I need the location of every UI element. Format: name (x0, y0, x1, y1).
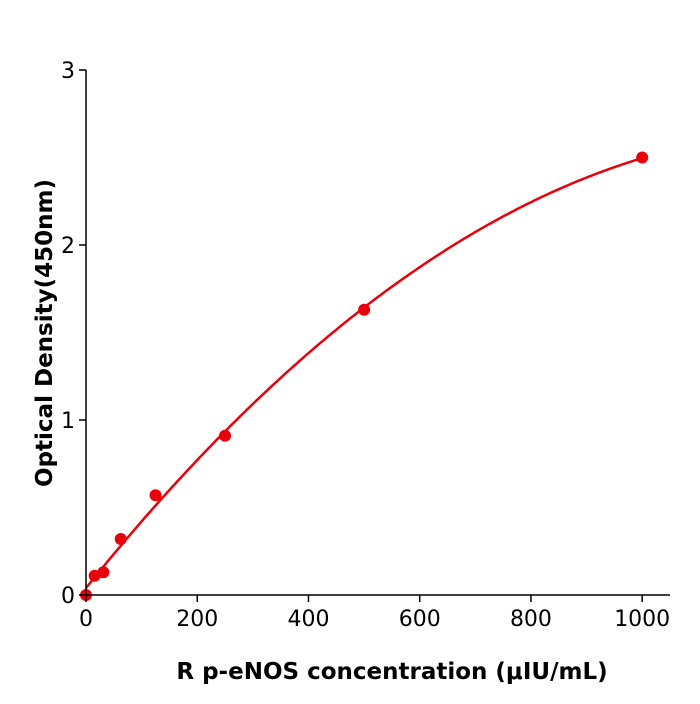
y-tick-label: 1 (61, 409, 75, 434)
y-axis-label: Optical Density(450nm) (32, 179, 58, 487)
data-point (636, 151, 649, 164)
y-tick-label: 0 (61, 584, 75, 609)
data-point (114, 533, 127, 545)
data-point (219, 429, 232, 442)
x-tick-label: 800 (510, 607, 552, 632)
data-point (149, 489, 162, 502)
fit-curve (85, 156, 643, 589)
data-point (97, 566, 110, 579)
x-tick-label: 0 (79, 607, 93, 632)
data-point (358, 303, 371, 316)
x-tick-label: 600 (399, 607, 441, 632)
x-axis-label: R p-eNOS concentration (μIU/mL) (176, 659, 607, 685)
y-tick-label: 3 (61, 59, 75, 84)
x-tick-label: 400 (287, 607, 329, 632)
y-tick-label: 2 (61, 234, 75, 259)
x-tick-label: 1000 (614, 607, 670, 632)
x-tick-label: 200 (176, 607, 218, 632)
